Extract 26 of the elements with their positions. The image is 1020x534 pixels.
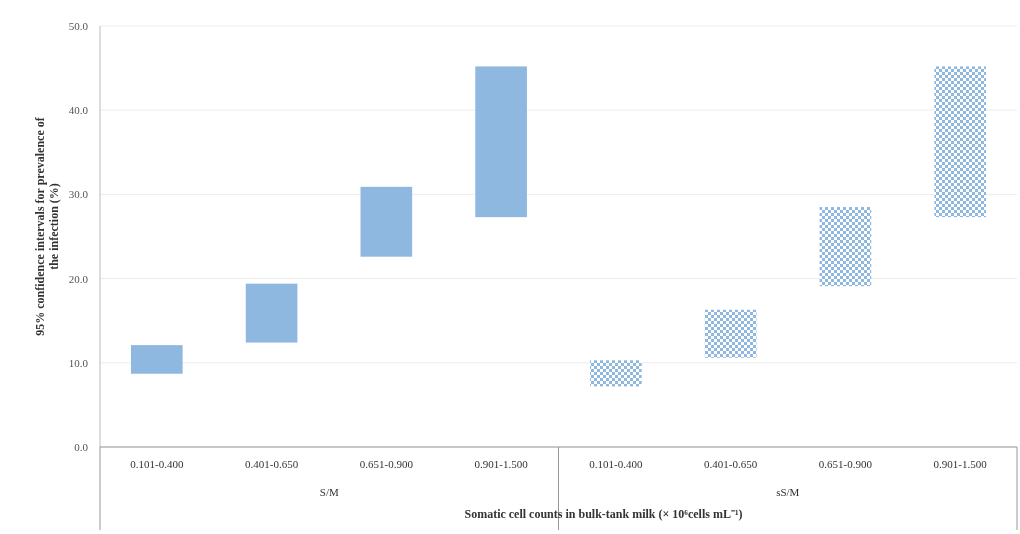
bar [934, 66, 987, 218]
bar [245, 283, 298, 343]
x-tick-label: 0.651-0.900 [359, 458, 414, 470]
bar [130, 345, 183, 374]
y-tick-label: 40.0 [68, 104, 89, 117]
bar [590, 360, 642, 387]
x-tick-label: 0.901-1.500 [933, 458, 988, 470]
text: S/M [319, 486, 339, 498]
y-tick-label: 20.0 [68, 272, 89, 285]
x-tick-label: 0.101-0.400 [589, 458, 643, 470]
bar [704, 309, 757, 358]
y-tick-label: 0.0 [74, 441, 89, 453]
x-tick-label: 0.401-0.650 [244, 458, 299, 470]
bar [475, 66, 527, 218]
y-tick-label: 50.0 [68, 20, 89, 32]
y-tick-label: 10.0 [68, 356, 89, 369]
bar [360, 186, 413, 257]
bar [819, 207, 872, 287]
x-tick-label: 0.101-0.400 [130, 458, 184, 470]
x-tick-label: 0.401-0.650 [704, 458, 758, 470]
x-axis-title: Somatic cell counts in bulk-tank milk (× 10⁶cells mL⁻¹) [464, 507, 743, 521]
x-tick-label: 0.651-0.900 [818, 458, 873, 470]
x-tick-label: 0.901-1.500 [474, 458, 529, 470]
y-tick-label: 30.0 [68, 188, 89, 201]
text: sS/M [776, 486, 800, 498]
y-axis-title: 95% confidence intervals for prevalence of the infection (%) [33, 116, 61, 336]
